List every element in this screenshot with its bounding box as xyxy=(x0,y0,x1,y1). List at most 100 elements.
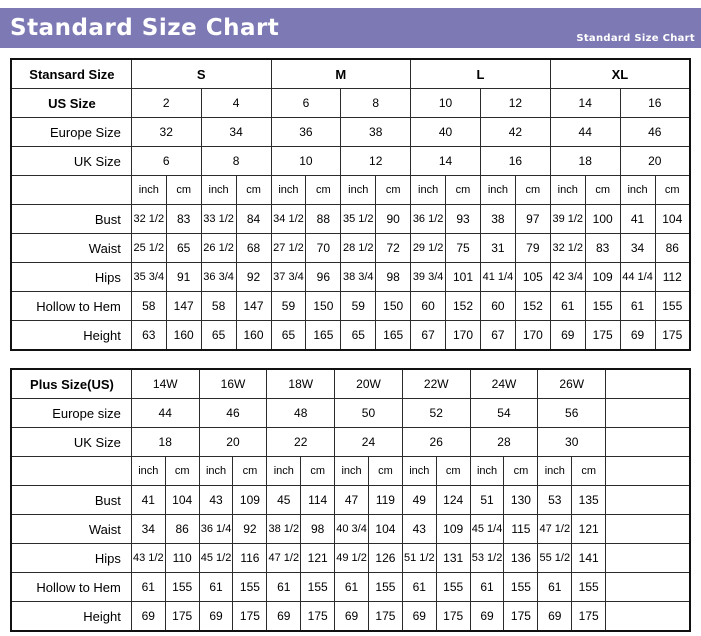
measure-cm: 90 xyxy=(375,204,412,234)
size-value: 46 xyxy=(619,117,691,147)
measure-inch: 34 xyxy=(619,233,656,263)
measure-inch: 61 xyxy=(537,572,573,602)
measure-row-bust: Bust 41 104 43 109 45 114 47 119 49 124 51 130 53 135 xyxy=(10,485,691,515)
unit-inch: inch xyxy=(266,456,302,486)
plus-trailing-blank-cell xyxy=(605,398,691,428)
measure-cm: 79 xyxy=(514,233,551,263)
measure-inch: 60 xyxy=(479,291,516,321)
measure-cm: 68 xyxy=(235,233,272,263)
standard-size-label-header: Stansard Size xyxy=(10,58,132,89)
size-value: 54 xyxy=(469,398,539,428)
unit-inch: inch xyxy=(410,175,447,205)
plus-trailing-blank-cell xyxy=(605,543,691,573)
page-title: Standard Size Chart xyxy=(10,15,280,41)
unit-inch: inch xyxy=(549,175,586,205)
measure-inch: 31 xyxy=(479,233,516,263)
measure-inch: 69 xyxy=(469,601,505,632)
measure-row-height: Height 63 160 65 160 65 165 65 165 67 170 67 170 69 17… xyxy=(10,320,691,351)
size-value: 28 xyxy=(469,427,539,457)
measure-cm: 72 xyxy=(375,233,412,263)
measure-cm: 150 xyxy=(305,291,342,321)
measure-cm: 86 xyxy=(164,514,200,544)
size-group-S: S xyxy=(130,58,272,89)
size-value: 16 xyxy=(619,88,691,118)
row-label-hollow-to-hem: Hollow to Hem xyxy=(10,572,132,602)
measure-row-height: Height 69 175 69 175 69 175 69 175 69 175 69 175 69 17… xyxy=(10,601,691,632)
measure-inch: 45 1/2 xyxy=(198,543,234,573)
size-value: 18 xyxy=(130,427,200,457)
measure-cm: 155 xyxy=(654,291,691,321)
measure-cm: 175 xyxy=(571,601,607,632)
size-value: 20 xyxy=(619,146,691,176)
standard-size-table: Stansard Size S M L XL US Size 2 4 6 8 10 12 14 16 Eur… xyxy=(10,58,691,351)
measure-cm: 131 xyxy=(435,543,471,573)
plus-size-label-header: Plus Size(US) xyxy=(10,368,132,399)
size-value: 40 xyxy=(410,117,481,147)
measure-row-hollow-to-hem: Hollow to Hem 58 147 58 147 59 150 59 150 60 152 60… xyxy=(10,291,691,321)
plus-size-14W: 14W xyxy=(130,368,200,399)
measure-cm: 155 xyxy=(503,572,539,602)
measure-cm: 165 xyxy=(375,320,412,351)
measure-inch: 36 3/4 xyxy=(200,262,237,292)
size-value: 42 xyxy=(479,117,551,147)
page-banner: Standard Size Chart Standard Size Chart xyxy=(0,8,701,48)
size-value: 52 xyxy=(401,398,471,428)
measure-inch: 69 xyxy=(334,601,369,632)
measure-inch: 36 1/2 xyxy=(410,204,447,234)
size-value: 32 xyxy=(130,117,202,147)
measure-inch: 49 1/2 xyxy=(334,543,369,573)
measure-cm: 155 xyxy=(164,572,200,602)
measure-cm: 104 xyxy=(164,485,200,515)
unit-inch: inch xyxy=(469,456,505,486)
measure-inch: 29 1/2 xyxy=(410,233,447,263)
measure-inch: 67 xyxy=(479,320,516,351)
measure-cm: 98 xyxy=(375,262,412,292)
plus-size-16W: 16W xyxy=(198,368,268,399)
measure-inch: 34 xyxy=(130,514,166,544)
unit-cm: cm xyxy=(300,456,336,486)
measure-inch: 51 xyxy=(469,485,505,515)
measure-inch: 43 xyxy=(401,514,437,544)
measure-inch: 69 xyxy=(130,601,166,632)
measure-inch: 47 1/2 xyxy=(537,514,573,544)
measure-cm: 175 xyxy=(300,601,336,632)
measure-inch: 42 3/4 xyxy=(549,262,586,292)
measure-cm: 112 xyxy=(654,262,691,292)
measure-inch: 69 xyxy=(537,601,573,632)
measure-cm: 114 xyxy=(300,485,336,515)
measure-cm: 83 xyxy=(165,204,202,234)
size-value: 20 xyxy=(198,427,268,457)
row-label-hollow-to-hem: Hollow to Hem xyxy=(10,291,132,321)
row-label-us-size: US Size xyxy=(10,88,132,118)
row-label-uk-size: UK Size xyxy=(10,146,132,176)
measure-cm: 116 xyxy=(232,543,268,573)
measure-inch: 53 xyxy=(537,485,573,515)
measure-inch: 36 1/4 xyxy=(198,514,234,544)
measure-inch: 32 1/2 xyxy=(549,233,586,263)
measure-inch: 25 1/2 xyxy=(130,233,167,263)
size-value: 26 xyxy=(401,427,471,457)
unit-cm: cm xyxy=(445,175,481,205)
unit-inch: inch xyxy=(537,456,573,486)
row-label-waist: Waist xyxy=(10,233,132,263)
measure-inch: 38 3/4 xyxy=(340,262,377,292)
unit-cm: cm xyxy=(435,456,471,486)
measure-cm: 92 xyxy=(232,514,268,544)
measure-inch: 61 xyxy=(266,572,302,602)
measure-cm: 170 xyxy=(514,320,551,351)
unit-header-row: inch cm inch cm inch cm inch cm inch cm inch cm inch… xyxy=(10,456,691,486)
measure-inch: 28 1/2 xyxy=(340,233,377,263)
plus-size-18W: 18W xyxy=(266,368,336,399)
measure-cm: 98 xyxy=(300,514,336,544)
measure-cm: 104 xyxy=(654,204,691,234)
unit-inch: inch xyxy=(340,175,377,205)
measure-inch: 67 xyxy=(410,320,447,351)
plus-size-24W: 24W xyxy=(469,368,539,399)
measure-inch: 49 xyxy=(401,485,437,515)
size-value: 38 xyxy=(340,117,412,147)
measure-cm: 110 xyxy=(164,543,200,573)
size-value: 22 xyxy=(266,427,336,457)
measure-inch: 61 xyxy=(549,291,586,321)
measure-row-hips: Hips 35 3/4 91 36 3/4 92 37 3/4 96 38 3/4 98 39 3… xyxy=(10,262,691,292)
size-value: 8 xyxy=(200,146,272,176)
